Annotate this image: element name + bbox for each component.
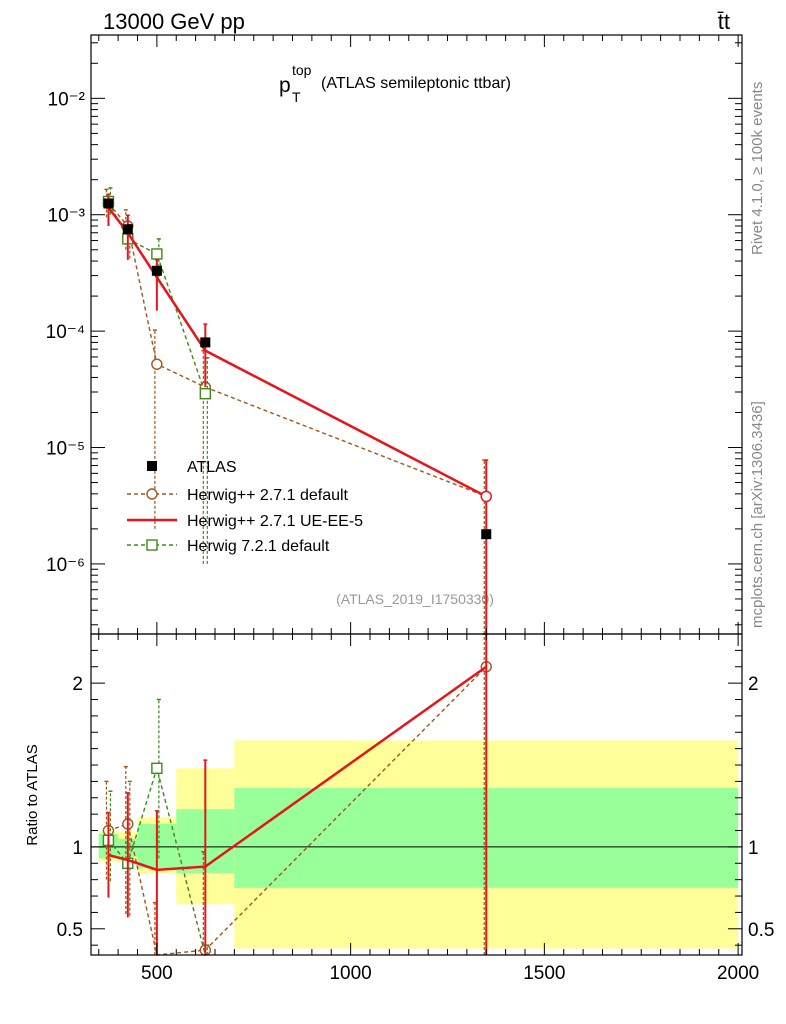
legend-entry-atlas: ATLAS [147, 459, 237, 476]
main-series-group [102, 187, 492, 634]
ytick-label-main-3: 10⁻⁵ [46, 439, 85, 460]
side-label-rivet: Rivet 4.1.0, ≥ 100k events [749, 82, 766, 255]
main-series-herwig-2-7-1-ue-ee-5 [106, 193, 492, 634]
marker-2 [151, 358, 163, 370]
ratio-series-group [102, 633, 492, 956]
ytick-label-ratio-r-1: 1 [748, 838, 759, 859]
xtick-label-1500: 1500 [523, 963, 565, 984]
ytick-label-ratio-l-0: 0.5 [57, 920, 83, 941]
ytick-label-ratio-l-2: 2 [72, 674, 83, 695]
legend-marker-atlas [147, 461, 157, 471]
marker-2 [151, 762, 163, 774]
xtick-label-500: 500 [141, 963, 173, 984]
ytick-label-ratio-r-2: 2 [748, 674, 759, 695]
xtick-label-2000: 2000 [717, 963, 759, 984]
marker-2 [151, 248, 163, 260]
atlas-point-4 [481, 529, 492, 540]
legend-entry-ue: Herwig++ 2.7.1 UE-EE-5 [127, 513, 363, 530]
main-series-herwig-7-2-1-default [102, 187, 212, 564]
series-line [107, 206, 487, 498]
legend-marker-herwig721 [146, 539, 158, 551]
marker-3 [199, 388, 212, 400]
series-line [107, 202, 487, 498]
ratio-ylabel: Ratio to ATLAS [24, 744, 41, 845]
title-sup: top [292, 62, 312, 78]
ytick-label-main-1: 10⁻³ [48, 206, 86, 227]
legend: ATLAS Herwig++ 2.7.1 default Herwig++ 2.… [127, 459, 363, 555]
legend-entry-herwig721: Herwig 7.2.1 default [127, 538, 330, 555]
legend-label-herwig271: Herwig++ 2.7.1 default [187, 487, 349, 504]
main-series-atlas [103, 198, 492, 540]
ratio-frame [90, 633, 743, 956]
atlas-point-1 [122, 224, 133, 235]
axis-ticks: 500 1000 1500 2000 10⁻² 10⁻³ 10⁻⁴ 10⁻⁵ 10⁻⁶ 0.5 0.… [46, 35, 774, 984]
title-rest: (ATLAS semileptonic ttbar) [321, 75, 511, 92]
atlas-point-0 [103, 198, 114, 209]
analysis-watermark: (ATLAS_2019_I1750330) [336, 591, 494, 607]
series-line [107, 765, 206, 956]
legend-label-herwig721: Herwig 7.2.1 default [187, 538, 330, 555]
header-left: 13000 GeV pp [103, 9, 245, 34]
ytick-label-main-0: 10⁻² [48, 89, 86, 110]
ratio-bands [98, 740, 739, 949]
legend-entry-herwig271: Herwig++ 2.7.1 default [127, 487, 349, 504]
ytick-label-main-2: 10⁻⁴ [46, 322, 85, 343]
xtick-label-1000: 1000 [329, 963, 371, 984]
ytick-label-ratio-r-0: 0.5 [748, 920, 774, 941]
atlas-point-3 [200, 337, 211, 348]
atlas-point-2 [151, 265, 162, 276]
side-label-mcplots: mcplots.cern.ch [arXiv:1306.3436] [749, 401, 766, 628]
legend-label-atlas: ATLAS [187, 459, 237, 476]
plot-frames [90, 34, 743, 956]
legend-label-ue: Herwig++ 2.7.1 UE-EE-5 [187, 513, 363, 530]
ratio-series-herwig-2-7-1-ue-ee-5 [106, 633, 489, 955]
header-right: t̄t [718, 9, 730, 34]
marker-4 [480, 490, 492, 503]
ytick-label-main-4: 10⁻⁶ [46, 555, 85, 576]
plot-title: p top T (ATLAS semileptonic ttbar) [279, 62, 511, 105]
title-p: p [279, 74, 291, 97]
title-sub: T [292, 89, 301, 105]
legend-marker-herwig271 [146, 488, 158, 500]
ytick-label-ratio-l-1: 1 [72, 838, 83, 859]
